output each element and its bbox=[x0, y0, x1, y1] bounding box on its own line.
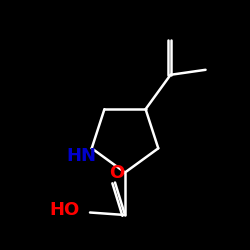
Text: HO: HO bbox=[50, 201, 80, 219]
Text: O: O bbox=[108, 164, 124, 182]
Text: HN: HN bbox=[67, 147, 97, 165]
